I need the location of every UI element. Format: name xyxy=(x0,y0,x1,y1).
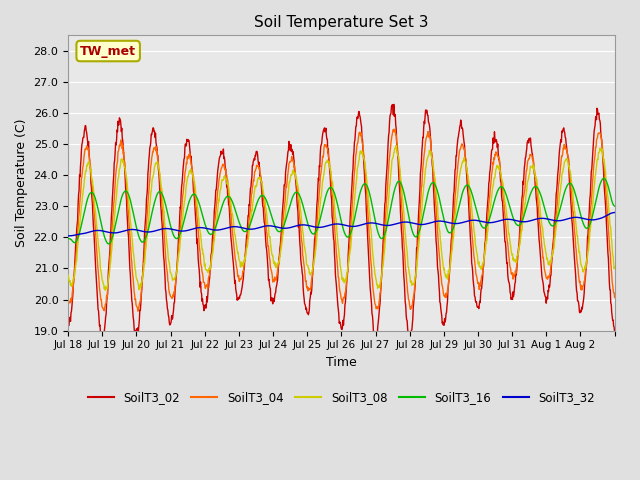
X-axis label: Time: Time xyxy=(326,356,356,369)
Y-axis label: Soil Temperature (C): Soil Temperature (C) xyxy=(15,119,28,247)
Legend: SoilT3_02, SoilT3_04, SoilT3_08, SoilT3_16, SoilT3_32: SoilT3_02, SoilT3_04, SoilT3_08, SoilT3_… xyxy=(83,387,600,409)
Title: Soil Temperature Set 3: Soil Temperature Set 3 xyxy=(254,15,429,30)
Text: TW_met: TW_met xyxy=(80,45,136,58)
